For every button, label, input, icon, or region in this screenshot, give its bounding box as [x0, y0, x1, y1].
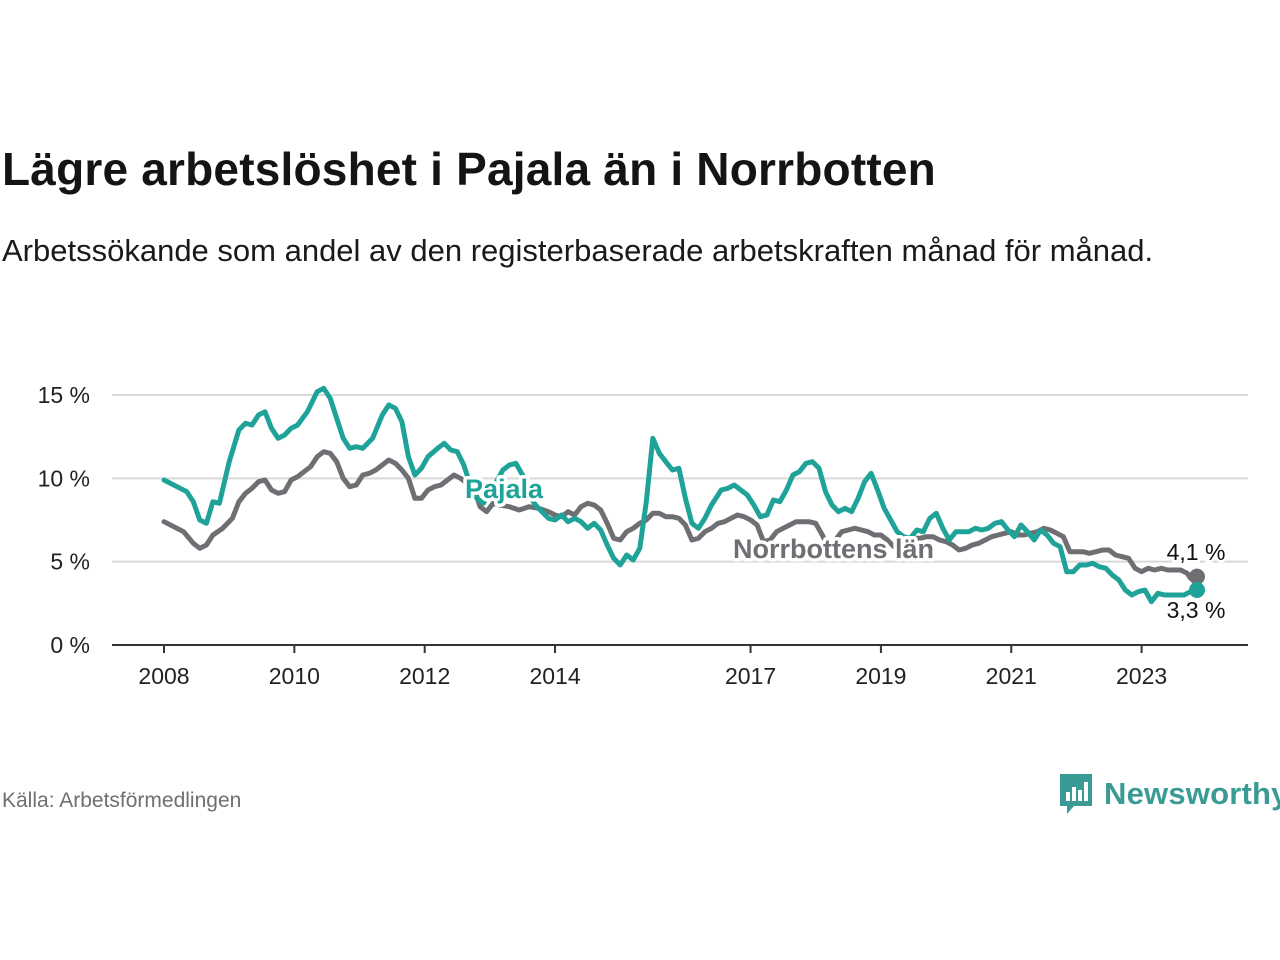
y-tick-label: 10 %	[38, 465, 90, 491]
end-point-norrbotten	[1189, 568, 1205, 585]
newsworthy-logo-icon	[1060, 774, 1092, 814]
series-label-norrbotten: Norrbottens län	[733, 534, 934, 564]
series-label-pajala: Pajala	[465, 474, 544, 504]
x-tick-label: 2017	[725, 663, 776, 689]
end-point-pajala	[1189, 582, 1205, 598]
series-labels: Pajala Norrbottens län 4,1 % 3,3 %	[462, 471, 1228, 626]
chart-title: Lägre arbetslöshet i Pajala än i Norrbot…	[2, 143, 936, 195]
x-axis: 2008 2010 2012 2014 2017 2019 2021 2023	[112, 644, 1248, 689]
x-tick-label: 2012	[399, 663, 450, 689]
end-label-pajala: 3,3 %	[1167, 597, 1226, 623]
x-tick-label: 2014	[529, 663, 580, 689]
y-tick-label: 15 %	[38, 382, 90, 408]
series-line-pajala	[161, 385, 1200, 605]
series-line-norrbotten	[161, 449, 1200, 581]
x-tick-label: 2008	[138, 663, 189, 689]
brand-logo[interactable]: Newsworthy	[1058, 772, 1280, 816]
x-tick-label: 2021	[986, 663, 1037, 689]
x-tick-label: 2010	[269, 663, 320, 689]
source-note: Källa: Arbetsförmedlingen	[2, 789, 242, 812]
end-label-norrbotten: 4,1 %	[1167, 539, 1226, 565]
y-axis-ticks: 0 % 5 % 10 % 15 %	[38, 382, 90, 658]
chart-subtitle: Arbetssökande som andel av den registerb…	[2, 233, 1154, 268]
y-tick-label: 5 %	[50, 549, 90, 575]
x-tick-label: 2019	[855, 663, 906, 689]
brand-name: Newsworthy	[1104, 776, 1280, 811]
series-lines	[161, 385, 1205, 605]
y-tick-label: 0 %	[50, 632, 90, 658]
x-tick-label: 2023	[1116, 663, 1167, 689]
